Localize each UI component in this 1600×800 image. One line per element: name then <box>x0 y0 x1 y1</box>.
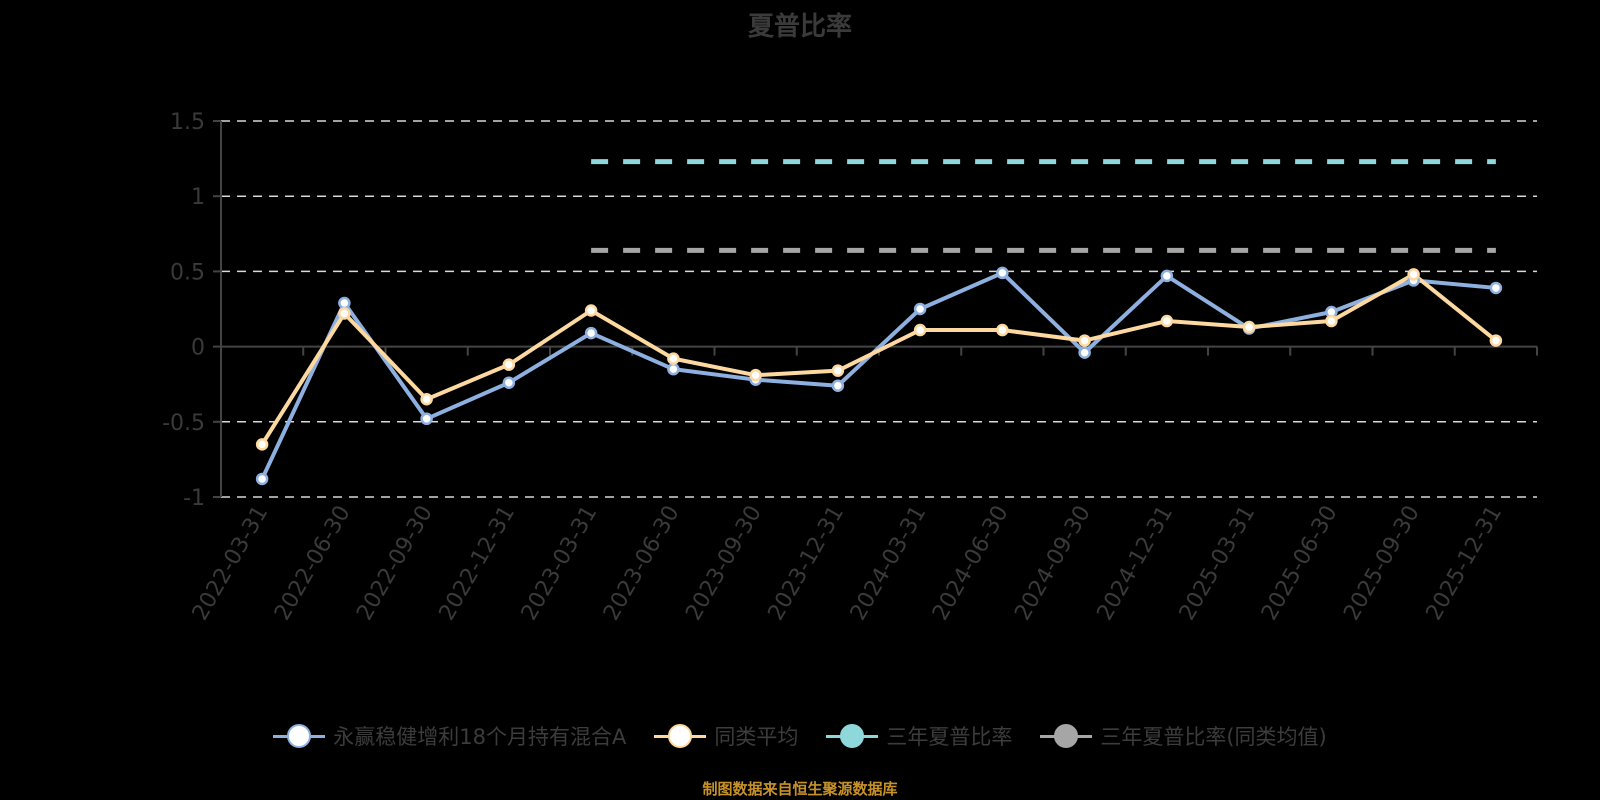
data-point[interactable] <box>1160 314 1174 328</box>
x-tick-label: 2022-09-30 <box>352 502 438 625</box>
legend-marker-icon <box>273 724 326 748</box>
data-point[interactable] <box>502 358 516 371</box>
data-point[interactable] <box>584 326 598 340</box>
legend-item-3yr-sharpe-peer[interactable]: 三年夏普比率(同类均值) <box>1040 721 1327 751</box>
y-tick-label: 0 <box>191 336 205 361</box>
x-tick-label: 2025-12-31 <box>1421 502 1507 625</box>
legend-item-3yr-sharpe[interactable]: 三年夏普比率 <box>826 721 1012 751</box>
data-point[interactable] <box>420 412 433 426</box>
data-point[interactable] <box>831 364 845 377</box>
x-tick-label: 2024-03-31 <box>846 502 932 625</box>
data-point[interactable] <box>255 438 269 451</box>
x-tick-label: 2024-09-30 <box>1010 502 1096 625</box>
series-line-1 <box>260 272 1498 446</box>
series-line-0 <box>260 270 1497 480</box>
x-tick-label: 2023-12-31 <box>763 502 849 625</box>
data-point[interactable] <box>1325 314 1338 328</box>
data-source-footer: 制图数据来自恒生聚源数据库 <box>702 780 898 798</box>
y-tick-label: -0.5 <box>162 411 205 436</box>
x-tick-label: 2022-06-30 <box>270 502 356 625</box>
data-point[interactable] <box>1489 281 1503 295</box>
legend-label: 三年夏普比率(同类均值) <box>1100 725 1327 749</box>
legend-label: 永赢稳健增利18个月持有混合A <box>333 725 627 749</box>
data-point[interactable] <box>1242 320 1256 334</box>
x-tick-label: 2022-12-31 <box>434 502 520 625</box>
y-tick-label: 0.5 <box>170 260 205 285</box>
x-tick-label: 2023-09-30 <box>681 502 767 625</box>
y-tick-label: 1.5 <box>170 110 205 135</box>
legend-label: 同类平均 <box>714 725 799 749</box>
data-point[interactable] <box>667 352 680 365</box>
legend: 永赢稳健增利18个月持有混合A 同类平均 三年夏普比率 三年夏普比率(同类均值) <box>0 718 1600 754</box>
legend-marker-icon <box>826 724 879 748</box>
x-tick-label: 2025-03-31 <box>1175 502 1261 625</box>
legend-item-fund[interactable]: 永赢稳健增利18个月持有混合A <box>273 721 626 751</box>
x-tick-label: 2024-06-30 <box>928 502 1014 625</box>
data-point[interactable] <box>502 376 516 389</box>
data-point[interactable] <box>338 307 351 320</box>
data-point[interactable] <box>1407 268 1420 281</box>
data-point[interactable] <box>913 302 927 316</box>
x-tick-label: 2023-03-31 <box>517 502 603 625</box>
x-tick-label: 2025-09-30 <box>1339 502 1425 625</box>
data-point[interactable] <box>1160 269 1174 283</box>
data-point[interactable] <box>831 379 845 392</box>
data-point[interactable] <box>996 323 1009 337</box>
chart-title: 夏普比率 <box>747 12 852 42</box>
x-tick-label: 2022-03-31 <box>188 502 274 625</box>
data-point[interactable] <box>255 472 269 486</box>
data-point[interactable] <box>667 362 680 376</box>
data-point[interactable] <box>1078 334 1091 347</box>
x-tick-label: 2025-06-30 <box>1257 502 1343 625</box>
data-point[interactable] <box>584 304 598 317</box>
data-point[interactable] <box>749 368 762 382</box>
data-point[interactable] <box>338 296 351 310</box>
legend-marker-icon <box>1040 724 1093 748</box>
x-tick-label: 2024-12-31 <box>1092 502 1178 625</box>
y-tick-label: 1 <box>191 185 205 210</box>
legend-item-peer-average[interactable]: 同类平均 <box>654 721 798 751</box>
legend-marker-icon <box>654 724 707 748</box>
data-point[interactable] <box>1489 334 1503 347</box>
y-tick-label: -1 <box>183 486 205 511</box>
legend-label: 三年夏普比率 <box>886 725 1013 749</box>
data-point[interactable] <box>1078 346 1091 359</box>
data-point[interactable] <box>913 323 927 337</box>
x-tick-label: 2023-06-30 <box>599 502 685 625</box>
data-point[interactable] <box>420 392 433 406</box>
data-point[interactable] <box>996 266 1009 280</box>
